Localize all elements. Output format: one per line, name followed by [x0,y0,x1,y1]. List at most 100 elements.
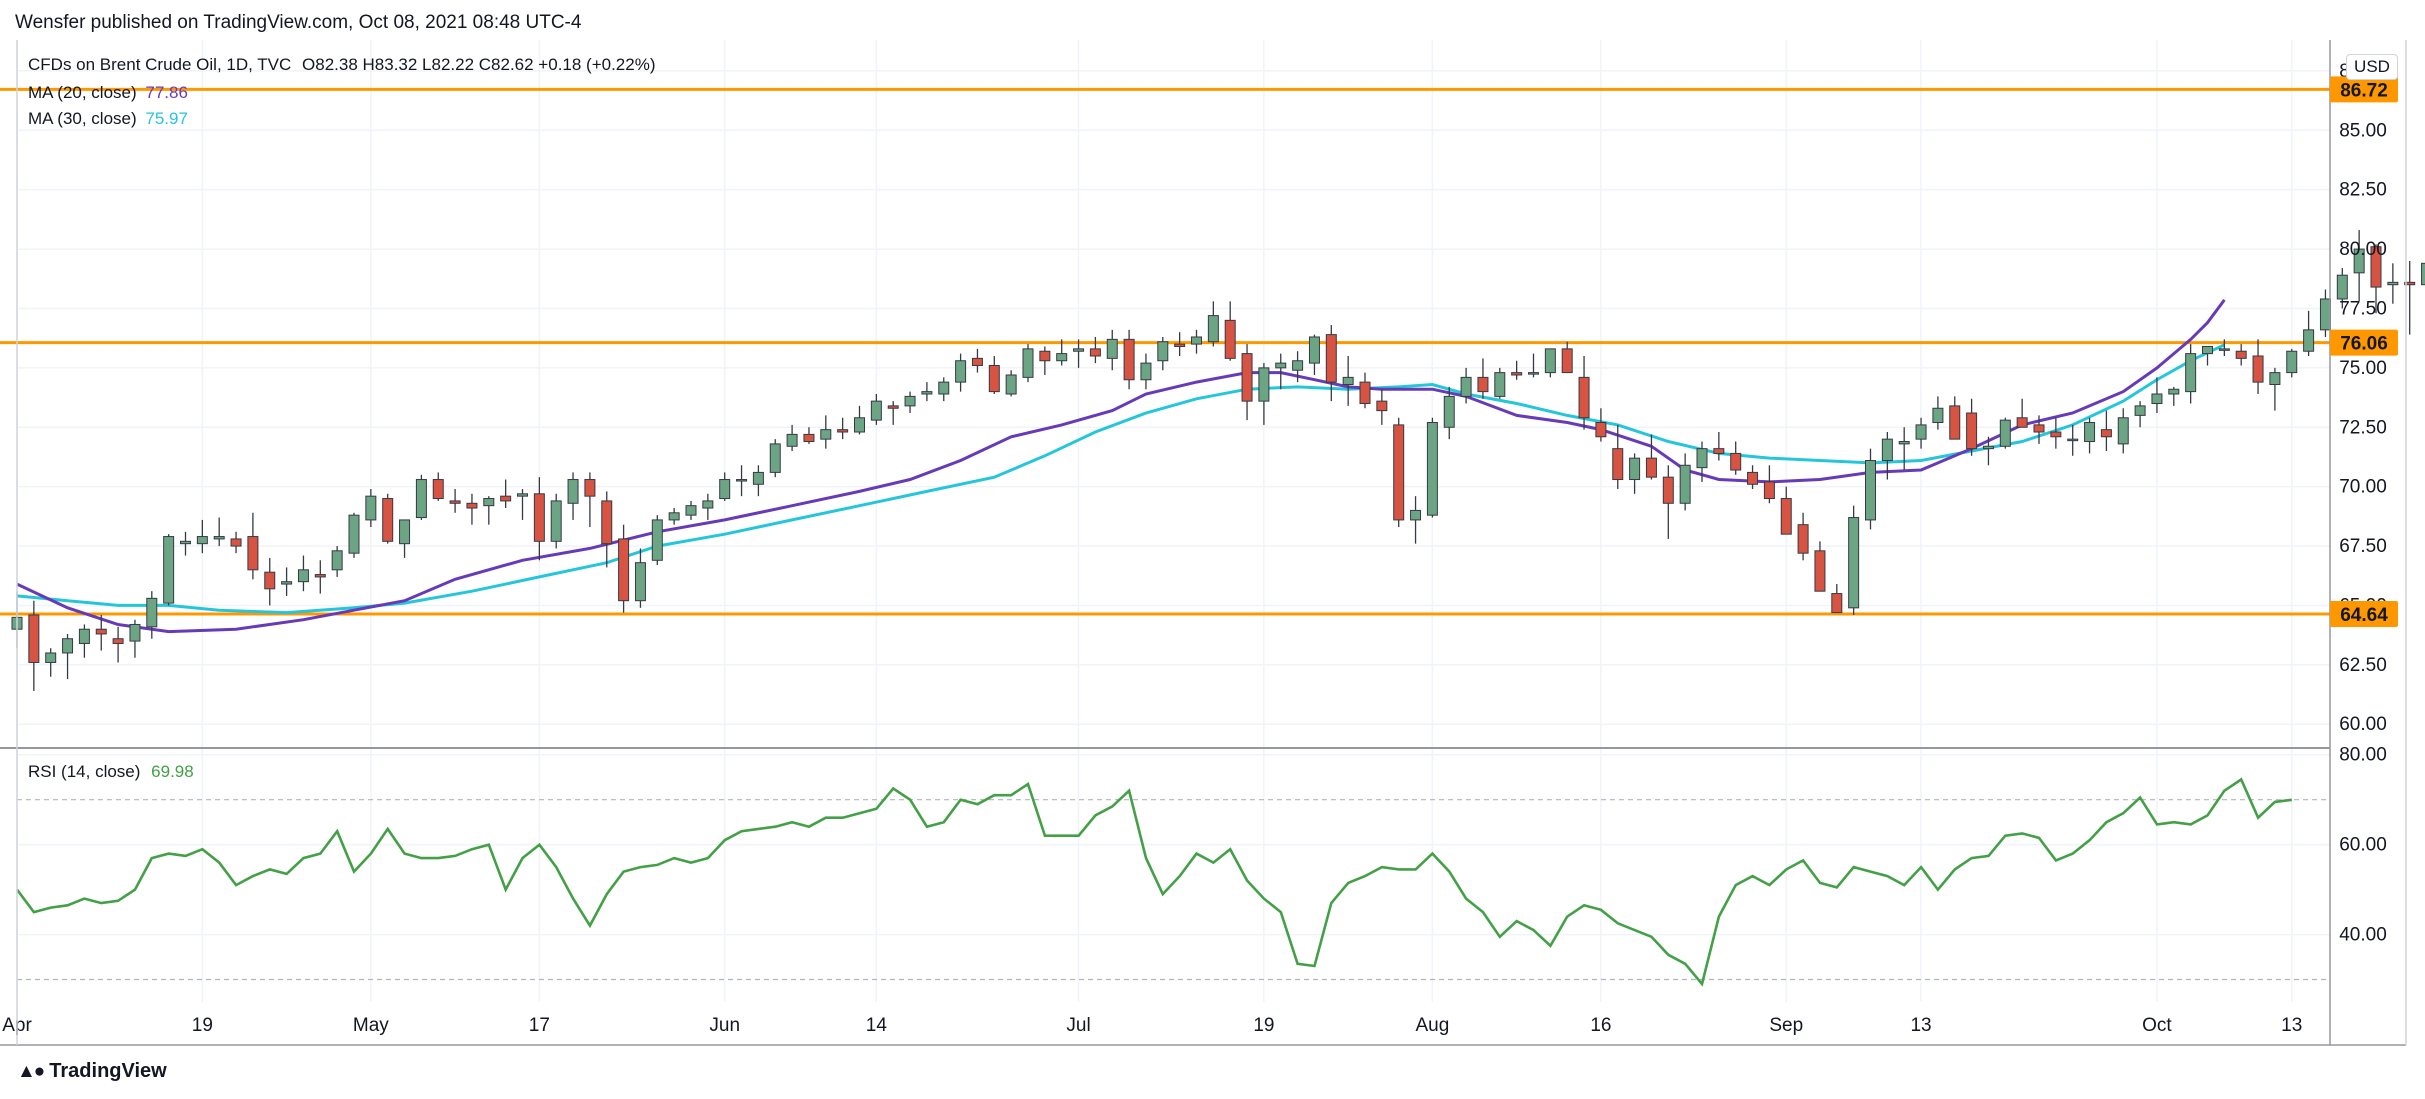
currency-label[interactable]: USD [2346,54,2398,80]
candle [1662,465,1674,539]
candle [803,427,815,444]
rsi-legend[interactable]: RSI (14, close) 69.98 [28,762,194,782]
moving-averages [16,299,2226,634]
candle [938,377,950,402]
candle [1544,348,1556,378]
candle-body [1325,334,1337,383]
candle [2151,377,2163,414]
candle-body [2016,417,2028,428]
candle-body [1780,498,1792,535]
candle [1494,367,1506,399]
candle-body [1544,348,1556,374]
candle [1292,351,1304,383]
candle-body [331,550,343,571]
candle-body [1932,407,1944,424]
candle-body [230,538,242,547]
candle [736,465,748,497]
candle-body [365,495,377,521]
candle [62,633,74,680]
candle-body [2421,262,2425,286]
candle-body [988,364,1000,393]
candle-body [1207,315,1219,343]
candle [719,472,731,501]
candle [1595,408,1607,442]
candle [129,619,141,658]
level-price-label: 64.64 [2340,605,2388,626]
candle-body [382,498,394,542]
candle [112,626,124,663]
candle [2050,417,2062,449]
candle [1578,355,1590,430]
ma30-legend[interactable]: MA (30, close) 75.97 [28,109,188,129]
candle [2134,401,2146,428]
candle-body [938,381,950,395]
candle-body [1814,550,1826,592]
candle [281,567,293,596]
symbol-name: CFDs on Brent Crude Oil, 1D, TVC [28,55,292,74]
candle [1140,353,1152,390]
candle-body [2100,429,2112,438]
candle-body [1730,452,1742,471]
x-tick-label: 13 [1910,1015,1931,1036]
candle-body [1460,376,1472,397]
candle [1982,436,1994,466]
candle-body [1443,395,1455,428]
candle [28,600,40,691]
candle-body [1679,464,1691,504]
x-tick-label: 19 [192,1015,213,1036]
ma20-legend[interactable]: MA (20, close) 77.86 [28,83,188,103]
candle [2218,339,2230,356]
x-tick-label: Sep [1769,1015,1803,1036]
candle [988,355,1000,394]
candle-body [2303,329,2315,352]
candle-body [752,471,764,485]
candle-body [2168,388,2180,395]
candle-body [62,638,74,654]
candle-body [1140,362,1152,381]
candle [618,524,630,613]
candle-body [786,433,798,447]
candle [1966,398,1978,456]
candle-body [1224,319,1236,359]
candle-body [1494,372,1506,397]
candle [1679,453,1691,511]
candle [1022,344,1034,383]
candle-body [1831,593,1843,614]
candle [196,519,208,554]
candle [2370,244,2382,314]
level-price-label: 86.72 [2340,80,2388,101]
candle [382,493,394,544]
tradingview-logo[interactable]: ▲● TradingView [17,1060,167,1083]
candle [1308,334,1320,375]
candle-body [1848,517,1860,609]
candle-body [1005,374,1017,395]
candle [2033,415,2045,444]
candle-body [2319,298,2331,331]
candle-body [1898,441,1910,445]
candle-body [904,395,916,407]
candle [163,534,175,606]
candle-body [314,574,326,578]
candle [2235,344,2247,366]
candle-body [651,519,663,561]
candle [264,557,276,606]
candle-body [1342,376,1354,385]
candle-body [2067,438,2079,442]
candle-body [1292,360,1304,371]
tradingview-logo-icon: ▲● [17,1060,45,1082]
candle-body [281,581,293,585]
candle [1325,325,1337,402]
candle-body [1747,471,1759,485]
candle-body [2404,281,2416,286]
candle [2117,408,2129,454]
rsi-tick-label: 80.00 [2339,745,2387,766]
candle-body [668,512,680,521]
candle [1224,301,1236,361]
candle [483,496,495,525]
candle-body [2134,405,2146,416]
candle [415,474,427,520]
candle-body [1410,509,1422,521]
candle-body [820,429,832,440]
candle [1612,424,1624,490]
